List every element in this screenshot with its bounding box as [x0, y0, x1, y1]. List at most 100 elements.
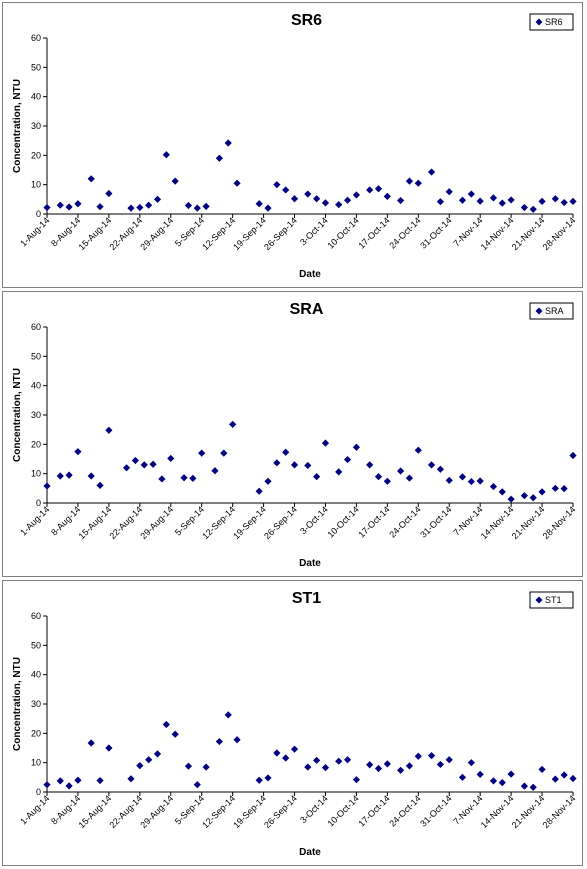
- data-point: [458, 773, 467, 781]
- data-point: [529, 783, 537, 791]
- data-point: [560, 198, 568, 207]
- data-point: [352, 776, 361, 784]
- y-tick-label: 0: [36, 209, 41, 219]
- data-point: [538, 765, 546, 774]
- data-point: [560, 771, 568, 779]
- data-point: [162, 720, 170, 729]
- x-tick-label: 31-Oct-14: [418, 215, 453, 250]
- data-point: [374, 764, 383, 773]
- data-point: [335, 201, 343, 209]
- data-point: [233, 736, 241, 744]
- data-point: [122, 464, 131, 472]
- y-tick-label: 20: [31, 439, 41, 449]
- data-point: [184, 201, 193, 210]
- data-point: [343, 756, 352, 764]
- data-point: [551, 195, 559, 203]
- data-point: [193, 204, 201, 212]
- data-point: [198, 449, 206, 457]
- y-tick-label: 50: [31, 62, 41, 72]
- data-point: [273, 459, 281, 467]
- data-point: [520, 203, 528, 212]
- data-point: [529, 494, 537, 502]
- data-point: [498, 779, 506, 787]
- y-axis-title: Concentration, NTU: [12, 79, 23, 173]
- data-point: [489, 482, 498, 491]
- y-tick-label: 0: [36, 498, 41, 508]
- data-point: [458, 473, 467, 481]
- y-tick-label: 20: [31, 150, 41, 160]
- x-tick-label: 3-Oct-14: [298, 504, 330, 536]
- x-tick-label: 29-Aug-14: [138, 793, 175, 830]
- data-point: [405, 762, 414, 770]
- data-point: [489, 194, 498, 202]
- y-axis-title: Concentration, NTU: [12, 657, 23, 751]
- data-point: [189, 474, 197, 482]
- data-point: [136, 203, 144, 212]
- y-tick-label: 10: [31, 758, 41, 768]
- data-point: [290, 195, 299, 203]
- chart-panel-sra: SRA SRA 0 10 20 30 40 50 60 Concentration, NTU 1-A…: [2, 291, 583, 577]
- data-point: [74, 776, 82, 784]
- x-tick-label: 26-Sep-14: [262, 504, 299, 541]
- data-point: [180, 474, 188, 482]
- data-point: [489, 777, 498, 785]
- x-axis-title: Date: [299, 269, 321, 280]
- y-tick-label: 50: [31, 640, 41, 650]
- data-point: [105, 189, 113, 198]
- data-point: [445, 188, 453, 196]
- data-point: [569, 197, 577, 205]
- y-tick-label: 60: [31, 322, 41, 332]
- data-point: [282, 448, 290, 456]
- data-point: [145, 201, 153, 209]
- chart-panel-sr6: SR6 SR6 0 10 20 30 40 50 60 Concentration, NTU 1-A…: [2, 2, 583, 288]
- data-point: [397, 196, 405, 205]
- data-point: [224, 711, 232, 719]
- data-point: [193, 781, 201, 789]
- data-point: [264, 204, 272, 212]
- data-point: [273, 181, 281, 189]
- x-tick-label: 3-Oct-14: [298, 793, 330, 825]
- y-tick-label: 60: [31, 611, 41, 621]
- data-point: [366, 761, 374, 769]
- data-point: [202, 763, 210, 771]
- data-point: [352, 191, 361, 199]
- data-point: [383, 760, 391, 768]
- data-point: [56, 777, 64, 785]
- data-point: [414, 446, 422, 454]
- x-tick-label: 31-Oct-14: [418, 793, 453, 828]
- legend-marker-icon: [535, 307, 543, 315]
- data-point: [105, 426, 113, 434]
- data-point: [467, 477, 475, 486]
- data-point: [273, 749, 281, 757]
- data-point: [366, 186, 374, 194]
- data-point: [211, 467, 219, 475]
- data-point: [467, 190, 475, 198]
- x-tick-label: 28-Nov-14: [541, 215, 578, 252]
- data-point: [171, 730, 179, 738]
- data-point: [467, 759, 475, 767]
- chart-svg: SRA SRA 0 10 20 30 40 50 60 Concentration, NTU 1-A…: [12, 301, 577, 569]
- data-point: [74, 200, 82, 208]
- data-point: [87, 472, 95, 480]
- data-point: [233, 179, 241, 187]
- data-point: [96, 203, 104, 211]
- x-tick-label: 1-Aug-14: [18, 504, 51, 537]
- data-point: [56, 201, 64, 209]
- data-point: [427, 168, 436, 176]
- data-point: [458, 196, 467, 204]
- data-point: [149, 460, 157, 468]
- data-point: [551, 775, 559, 783]
- data-point: [352, 443, 361, 451]
- legend-marker-icon: [535, 18, 543, 26]
- x-tick-label: 26-Sep-14: [262, 793, 299, 830]
- data-point: [158, 475, 166, 483]
- data-point: [290, 461, 299, 469]
- data-point: [202, 202, 210, 210]
- data-point: [96, 776, 104, 785]
- data-point: [167, 454, 175, 463]
- x-tick-label: 29-Aug-14: [138, 215, 175, 252]
- data-point: [507, 770, 515, 778]
- data-point: [229, 420, 237, 428]
- data-point: [87, 739, 95, 747]
- chart-panel-st1: ST1 ST1 0 10 20 30 40 50 60 Concentration, NTU 1-A…: [2, 580, 583, 866]
